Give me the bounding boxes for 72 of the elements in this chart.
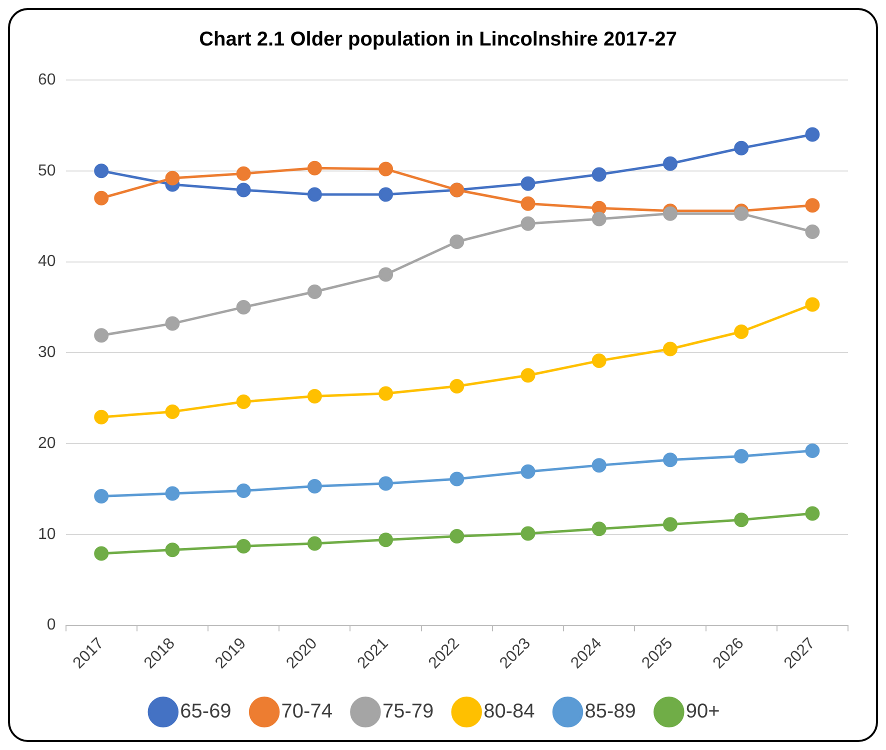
point [450,379,464,394]
point [734,512,749,528]
point [378,532,394,548]
y-tick-label: 50 [38,162,56,180]
point [592,212,606,226]
point [307,187,322,202]
point [236,166,251,181]
point [378,162,394,176]
point [236,484,251,498]
point [378,187,394,202]
chart-title: Chart 2.1 Older population in Lincolnshire 2017-27 [199,28,677,51]
point [520,176,536,191]
point [662,342,678,356]
y-tick-label: 40 [38,253,56,270]
legend-label: 65-69 [180,700,232,723]
point [805,224,820,240]
point [307,389,322,404]
point [662,156,678,171]
point [450,234,464,250]
point [734,140,749,156]
point [378,267,394,282]
legend-label: 85-89 [584,700,636,723]
y-tick-label: 30 [38,344,56,362]
point [520,196,536,211]
point [165,542,180,558]
point [450,472,464,486]
point [307,284,322,299]
y-tick-label: 10 [38,526,56,543]
point [236,182,251,198]
legend-label: 70-74 [281,700,332,723]
point [805,297,820,312]
point [520,464,536,479]
point [236,300,251,314]
point [94,546,109,561]
point [165,170,180,186]
legend-label: 80-84 [484,700,535,723]
point [165,316,180,331]
point [805,444,820,458]
point [94,410,109,424]
y-tick-label: 20 [38,434,56,452]
point [450,528,464,544]
point [592,522,606,536]
legend-label: 90+ [686,700,720,723]
point [236,394,251,409]
point [378,386,394,401]
point [94,164,109,178]
point [592,354,606,368]
point [734,324,749,339]
point [520,216,536,231]
point [734,448,749,464]
y-tick-label: 60 [38,71,56,88]
point [378,476,394,491]
point [94,488,109,504]
point [592,458,606,473]
y-tick-label: 0 [46,616,56,634]
point [805,506,820,521]
point [662,517,678,532]
point [94,190,109,206]
point [94,328,109,343]
point [662,452,678,468]
point [805,198,820,213]
point [236,538,251,554]
point [592,167,606,182]
point [520,526,536,541]
point [307,536,322,551]
point [805,127,820,142]
point [307,160,322,176]
point [165,486,180,501]
point [307,478,322,494]
point [520,368,536,383]
legend-label: 75-79 [382,700,434,723]
point [165,404,180,419]
